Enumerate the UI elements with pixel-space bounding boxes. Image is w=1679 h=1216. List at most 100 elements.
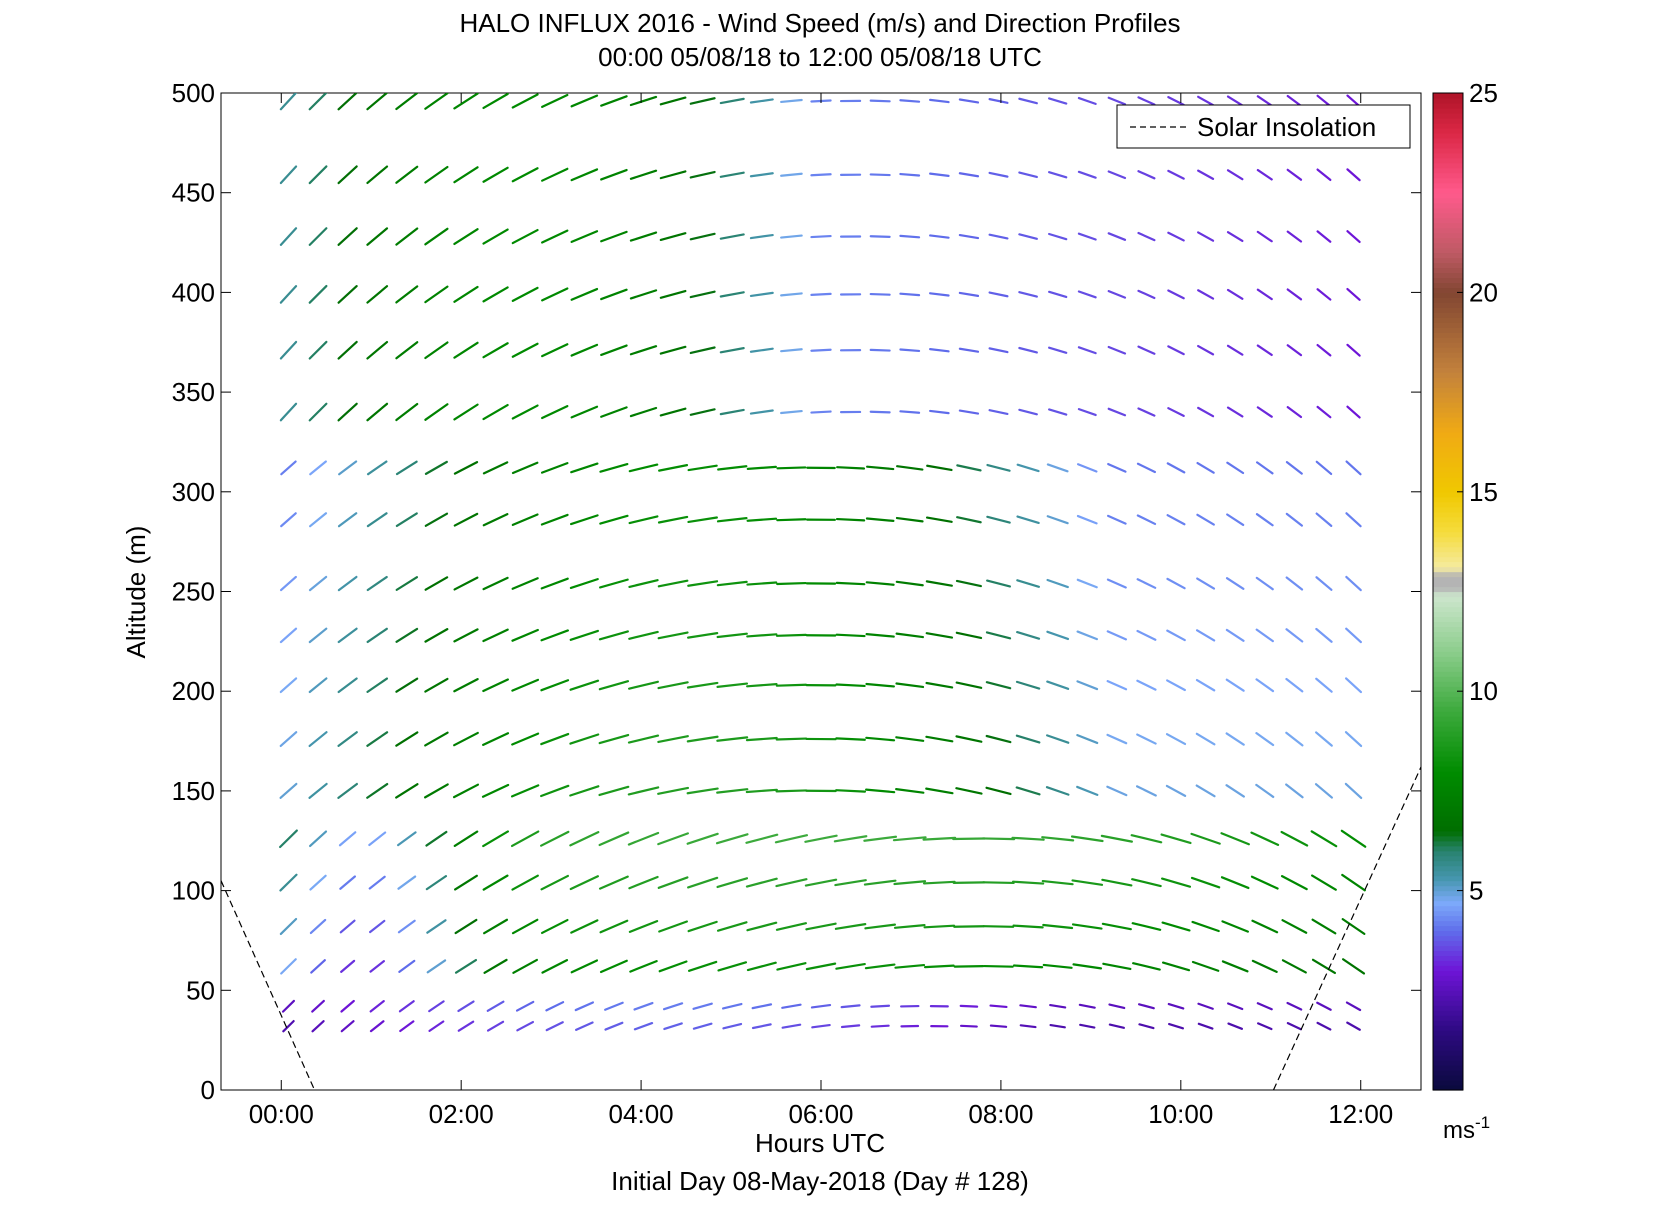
colorbar-segment xyxy=(1433,940,1463,947)
wind-barb xyxy=(1341,918,1366,935)
colorbar-segment xyxy=(1433,392,1463,398)
wind-barb xyxy=(1311,958,1336,975)
wind-barb xyxy=(1285,461,1303,475)
wind-barb xyxy=(989,1004,1008,1009)
colorbar-segment xyxy=(1433,1040,1463,1046)
colorbar-segment xyxy=(1433,197,1463,204)
wind-barb xyxy=(516,1020,535,1032)
colorbar-segment xyxy=(1433,726,1463,732)
wind-barb xyxy=(628,579,659,588)
wind-barb xyxy=(1197,1002,1214,1010)
wind-barb xyxy=(775,789,808,793)
wind-barb xyxy=(805,962,837,971)
wind-barb xyxy=(482,342,509,359)
wind-barb xyxy=(1195,629,1216,642)
wind-barb xyxy=(1345,460,1362,476)
colorbar-segment xyxy=(1433,1020,1463,1026)
wind-barb xyxy=(1137,170,1156,180)
wind-barb xyxy=(895,788,925,794)
wind-barb xyxy=(866,465,895,471)
colorbar: 5 10 15 20 25 xyxy=(1432,78,1498,1091)
wind-barb xyxy=(629,960,658,973)
wind-barb xyxy=(805,922,837,931)
x-tick-label: 02:00 xyxy=(429,1099,494,1129)
colorbar-segment xyxy=(1433,172,1463,179)
colorbar-segment xyxy=(1433,521,1463,528)
wind-barb xyxy=(659,232,687,242)
wind-barb xyxy=(686,832,719,845)
colorbar-segment xyxy=(1433,441,1463,448)
wind-barb xyxy=(1286,406,1303,419)
wind-barb xyxy=(1316,1001,1332,1011)
colorbar-segment xyxy=(1433,566,1463,573)
wind-barb xyxy=(569,875,599,891)
colorbar-segment xyxy=(1433,960,1463,966)
solar-insolation-lines xyxy=(221,766,1421,1090)
colorbar-segment xyxy=(1433,511,1463,518)
colorbar-segment xyxy=(1433,302,1463,308)
wind-barb xyxy=(366,677,389,693)
colorbar-segment xyxy=(1433,142,1463,149)
wind-barb xyxy=(840,1004,861,1009)
wind-barb xyxy=(895,632,924,639)
wind-barb xyxy=(1255,732,1275,747)
colorbar-segment xyxy=(1433,541,1463,548)
wind-barb xyxy=(835,789,867,793)
wind-barb xyxy=(1071,879,1104,886)
wind-barb xyxy=(570,405,599,419)
wind-barb xyxy=(1076,680,1099,691)
wind-barb xyxy=(929,98,950,104)
wind-barb xyxy=(308,340,328,360)
colorbar-segment xyxy=(1433,322,1463,328)
wind-barb xyxy=(1160,877,1192,888)
colorbar-segment xyxy=(1433,526,1463,533)
wind-barb xyxy=(780,409,803,415)
wind-barb xyxy=(1167,407,1185,417)
wind-barb xyxy=(279,873,298,892)
wind-barb xyxy=(598,630,629,641)
colorbar-segment xyxy=(1433,651,1463,657)
wind-barb xyxy=(986,579,1011,588)
wind-barb xyxy=(570,343,599,357)
colorbar-segment xyxy=(1433,481,1463,488)
wind-barb xyxy=(395,576,419,591)
wind-barb xyxy=(339,875,356,890)
wind-barb xyxy=(929,292,950,297)
wind-barb xyxy=(1256,288,1273,301)
wind-barb xyxy=(1226,406,1244,418)
x-tick-label: 06:00 xyxy=(788,1099,853,1129)
wind-barb xyxy=(686,787,719,795)
wind-barb xyxy=(338,831,357,847)
wind-barb xyxy=(686,681,719,689)
wind-barb xyxy=(1255,783,1275,799)
wind-barb xyxy=(1130,834,1163,844)
wind-barb xyxy=(1077,408,1097,417)
wind-barb xyxy=(511,732,540,746)
colorbar-segment xyxy=(1433,760,1463,767)
colorbar-segment xyxy=(1433,785,1463,792)
wind-barb xyxy=(1316,94,1332,108)
wind-barb xyxy=(570,462,599,474)
wind-barb xyxy=(745,736,778,742)
wind-barb xyxy=(541,405,569,420)
wind-barb xyxy=(865,581,895,586)
wind-barb xyxy=(424,341,449,360)
colorbar-segment xyxy=(1433,920,1463,927)
wind-barb xyxy=(659,407,687,417)
colorbar-segment xyxy=(1433,671,1463,677)
colorbar-segment xyxy=(1433,840,1463,847)
colorbar-segment xyxy=(1433,631,1463,637)
wind-barb xyxy=(1190,832,1221,845)
wind-barb xyxy=(1315,512,1333,527)
colorbar-segment xyxy=(1433,1000,1463,1006)
wind-barb xyxy=(1077,232,1097,241)
wind-barb xyxy=(1046,734,1070,744)
colorbar-segment xyxy=(1433,342,1463,348)
colorbar-segment xyxy=(1433,412,1463,418)
wind-barb xyxy=(454,958,478,974)
colorbar-segment xyxy=(1433,127,1463,134)
wind-barb xyxy=(1046,578,1069,589)
wind-barb xyxy=(869,348,891,352)
wind-barb xyxy=(599,462,629,473)
wind-barb xyxy=(689,290,716,299)
